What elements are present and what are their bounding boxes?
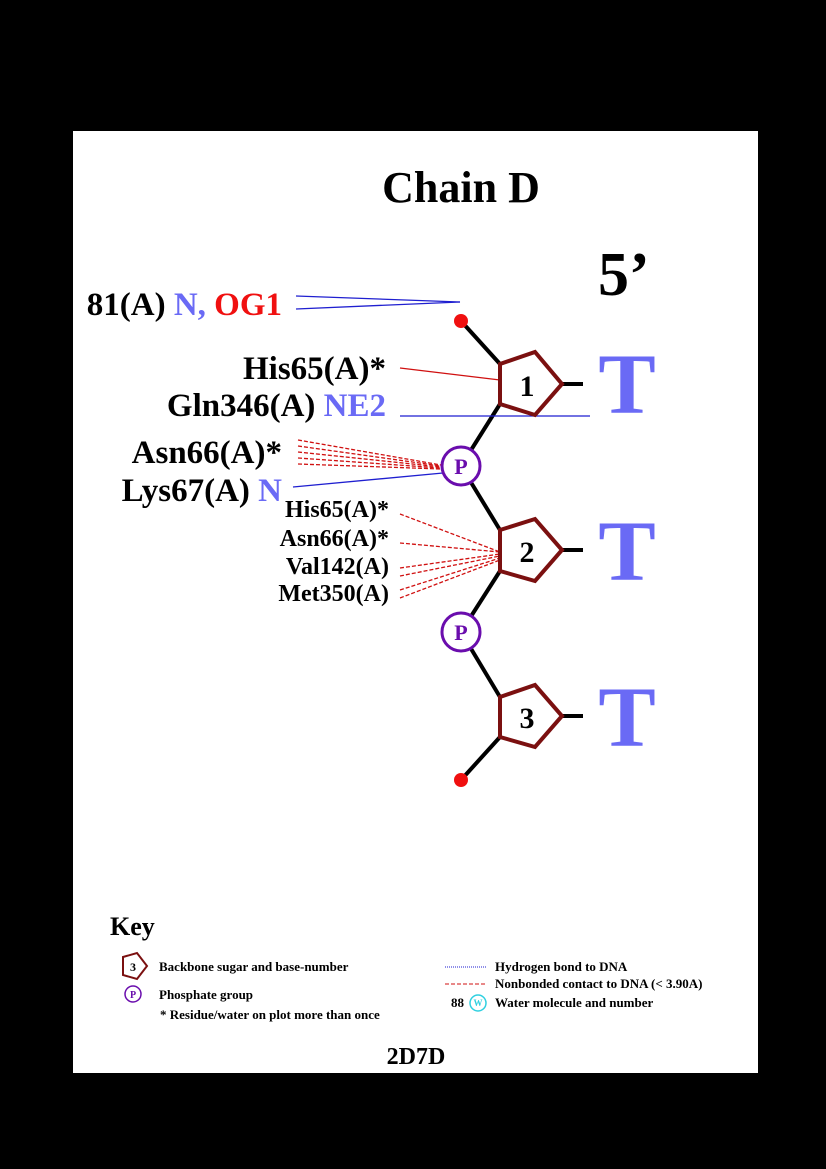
base-letter: T — [598, 336, 655, 432]
key-legend: Key 3 Backbone sugar and base-number P P… — [110, 912, 702, 1022]
backbone-bond — [459, 319, 502, 366]
phosphate-key-symbol: P — [130, 990, 136, 1001]
residue-label-his65: His65(A)* — [243, 351, 386, 387]
repeat-key-text: * Residue/water on plot more than once — [160, 1007, 380, 1022]
sugar-number: 3 — [520, 702, 535, 735]
hbond-line — [295, 295, 461, 303]
phosphate-1: P — [440, 445, 482, 487]
atom-name: NE2 — [324, 388, 386, 424]
base-letter: T — [598, 503, 655, 599]
backbone-bond — [459, 735, 502, 782]
five-prime-label: 5’ — [598, 241, 650, 309]
hbond-key-text: Hydrogen bond to DNA — [495, 959, 628, 974]
hbond-line — [295, 301, 461, 310]
residue-label-asn66: Asn66(A)* — [132, 435, 282, 471]
five-prime-end-dot — [454, 314, 468, 328]
water-key-symbol: W — [474, 998, 483, 1008]
sugar-key-text: Backbone sugar and base-number — [159, 959, 349, 974]
atom-name: OG1 — [214, 287, 282, 323]
contact-line — [399, 513, 501, 553]
chain-title: Chain D — [382, 163, 540, 212]
residue-label-met350: Met350(A) — [278, 581, 389, 607]
residue-label-gln346: Gln346(A) NE2 — [167, 388, 386, 424]
residue-name: Lys67(A) — [122, 473, 250, 509]
sugar-key-number: 3 — [130, 960, 136, 974]
phosphate-label: P — [454, 454, 467, 479]
contact-line — [297, 445, 442, 467]
sugar-number: 2 — [520, 536, 535, 569]
hydrogen-bonds — [292, 295, 590, 488]
residue-label-his65: His65(A)* — [285, 497, 389, 523]
phosphate-key-text: Phosphate group — [159, 987, 253, 1002]
residue-label-81: 81(A) N, OG1 — [87, 287, 282, 323]
pdb-id: 2D7D — [387, 1044, 446, 1070]
hbond-line — [292, 472, 444, 488]
key-title: Key — [110, 912, 155, 941]
atom-name: N, — [174, 287, 206, 323]
base-letter: T — [598, 669, 655, 765]
residue-name: Gln346(A) — [167, 388, 316, 424]
residue-label-lys67: Lys67(A) N — [122, 473, 283, 509]
nonbond-key-text: Nonbonded contact to DNA (< 3.90A) — [495, 976, 702, 991]
atom-name: N — [258, 473, 282, 509]
contact-line — [399, 557, 501, 591]
sugar-number: 1 — [520, 370, 535, 403]
contact-line — [399, 542, 501, 553]
contact-line — [399, 553, 501, 569]
sugar-3: 3 — [498, 682, 565, 750]
sugar-1: 1 — [498, 349, 565, 418]
water-key-icon — [469, 994, 487, 1012]
residue-label-val142: Val142(A) — [286, 554, 389, 580]
contact-line — [297, 439, 442, 466]
diagram-panel — [73, 131, 758, 1073]
residue-name: 81(A) — [87, 287, 166, 323]
sugar-key-icon — [122, 951, 149, 981]
water-key-text: Water molecule and number — [495, 995, 654, 1010]
water-key-number: 88 — [451, 995, 465, 1010]
sugar-2: 2 — [498, 516, 565, 584]
phosphate-label: P — [454, 620, 467, 645]
phosphate-key-icon — [124, 985, 142, 1003]
contact-line — [399, 555, 501, 577]
residue-label-asn66: Asn66(A)* — [280, 526, 389, 552]
three-prime-end-dot — [454, 773, 468, 787]
nonbonded-contacts — [297, 367, 501, 599]
contact-line — [399, 367, 501, 381]
phosphate-2: P — [440, 611, 482, 653]
